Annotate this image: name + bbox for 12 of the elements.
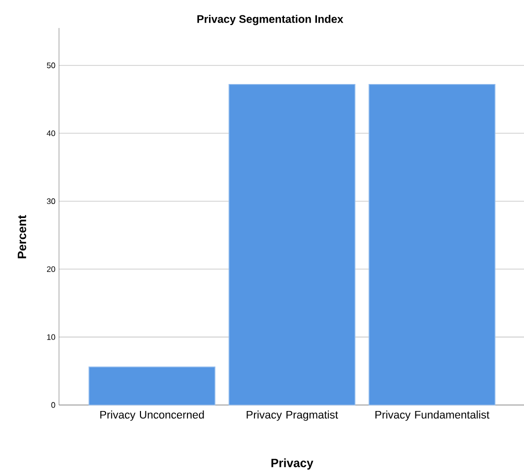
x-tick-label: Privacy Pragmatist [246,410,338,421]
y-tick-label: 20 [46,266,56,272]
y-tick-label: 10 [47,334,56,340]
y-tick-label: 40 [46,130,56,136]
y-tick-label: 30 [46,198,56,204]
y-axis-title: Percent [18,215,26,258]
x-axis-title: Privacy [271,458,314,470]
y-tick-label: 0 [51,402,56,408]
x-tick-label: Privacy Unconcerned [100,410,204,421]
y-tick-label: 50 [46,62,56,68]
chart-title: Privacy Segmentation Index [197,14,344,26]
x-tick-label: Privacy Fundamentalist [375,410,490,421]
